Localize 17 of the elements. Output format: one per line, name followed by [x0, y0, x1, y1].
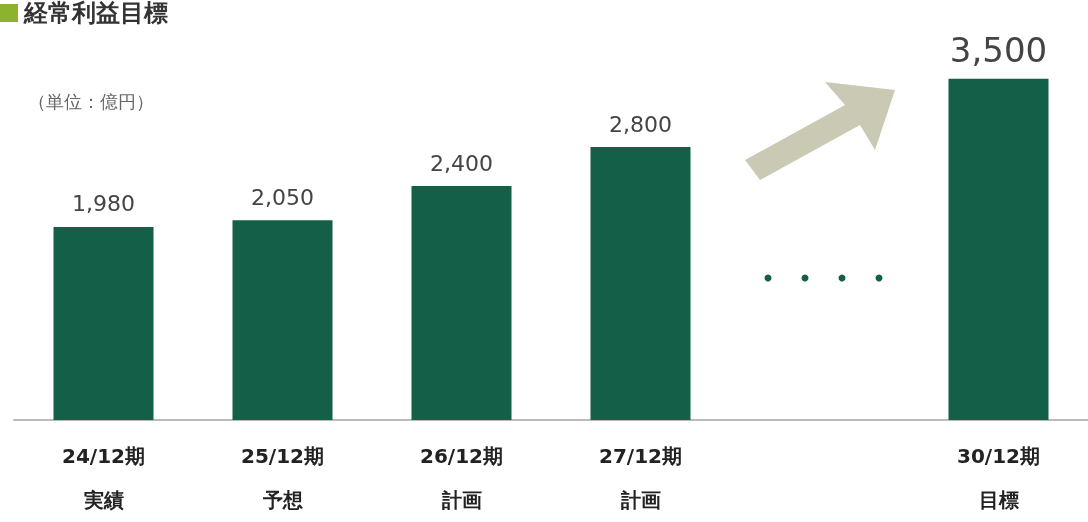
- data-label: 2,800: [609, 111, 672, 137]
- annotation: （単位：億円）: [28, 90, 154, 112]
- x-tick-label: 24/12期実績: [62, 444, 145, 512]
- x-tick-label: 30/12期目標: [957, 444, 1040, 512]
- bar: [411, 186, 512, 420]
- bar: [53, 226, 154, 420]
- bar: [232, 220, 333, 420]
- data-label: 2,050: [251, 184, 314, 210]
- data-label: 1,980: [72, 191, 135, 217]
- x-tick-label: 27/12期計画: [599, 444, 682, 512]
- x-tick-label: 26/12期計画: [420, 444, 503, 512]
- bar: [590, 147, 691, 420]
- data-label: 3,500: [949, 29, 1048, 70]
- bar: [948, 78, 1049, 420]
- data-label: 2,400: [430, 150, 493, 176]
- x-tick-label: 25/12期予想: [241, 444, 324, 512]
- chart-title: 経常利益目標: [23, 0, 168, 27]
